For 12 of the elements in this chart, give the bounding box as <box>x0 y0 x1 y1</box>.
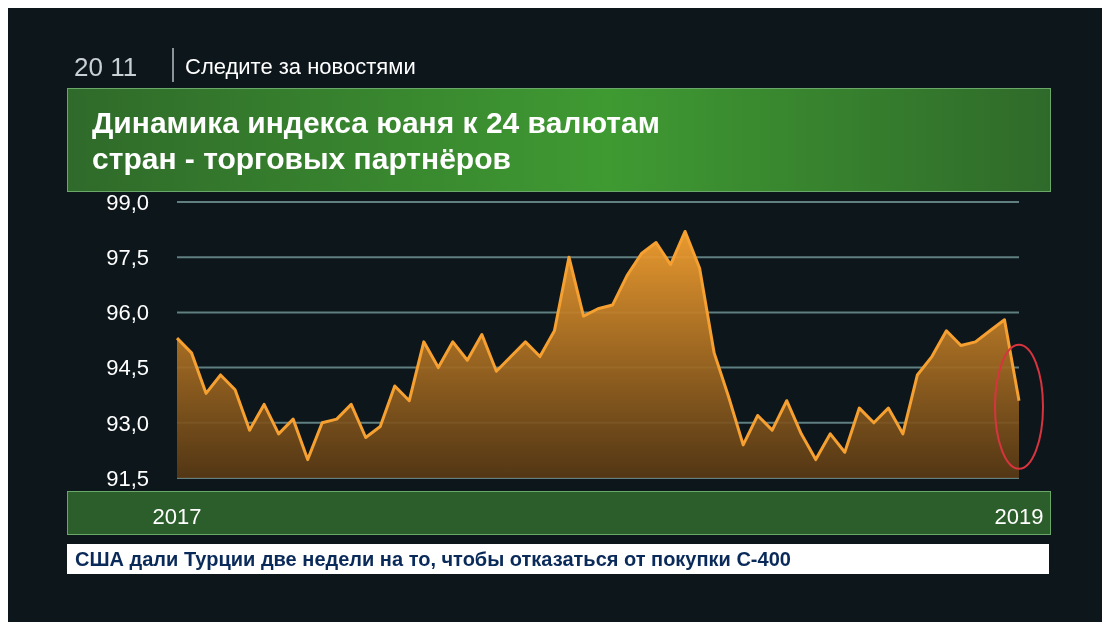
chart-title: Динамика индекса юаня к 24 валютам стран - торговых партнёров <box>92 105 661 177</box>
x-tick-label: 2019 <box>994 503 1044 529</box>
y-tick-label: 96,0 <box>106 300 149 326</box>
text: Следите за новостями <box>185 54 416 80</box>
y-tick-label: 94,5 <box>106 355 149 381</box>
y-tick-label: 93,0 <box>106 410 149 436</box>
y-tick-label: 91,5 <box>106 465 149 491</box>
text: 20 11 <box>74 52 138 83</box>
y-tick-label: 99,0 <box>106 189 149 215</box>
y-tick-label: 97,5 <box>106 245 149 271</box>
text: США дали Турции две недели на то, чтобы отказаться от покупки С-400 <box>67 544 1049 574</box>
x-tick-label: 2017 <box>152 503 202 529</box>
